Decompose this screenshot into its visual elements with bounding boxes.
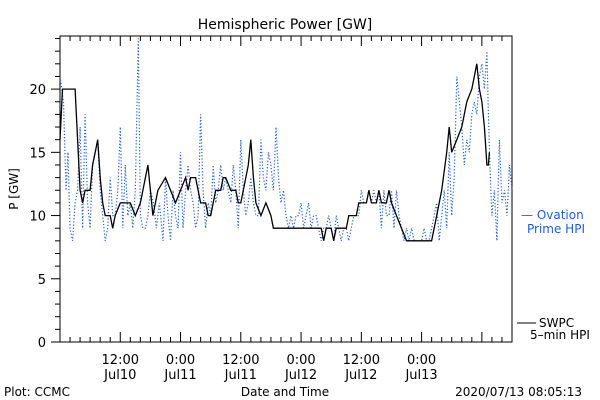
- x-tick-date: Jul10: [103, 368, 136, 383]
- ovation-legend-line1: — Ovation: [521, 208, 584, 222]
- x-tick-time: 0:00: [286, 353, 315, 368]
- swpc-legend-line1: SWPC: [539, 316, 574, 330]
- series-layer: [59, 38, 513, 242]
- y-tick-label: 15: [29, 146, 46, 161]
- plot-frame: [59, 35, 513, 343]
- x-tick-date: Jul12: [284, 368, 317, 383]
- x-tick-date: Jul11: [163, 368, 196, 383]
- ovation-legend-line2: Prime HPI: [527, 222, 585, 236]
- plot-credit: Plot: CCMC: [4, 385, 70, 399]
- y-tick-label: 0: [38, 336, 46, 351]
- swpc-legend-line2: 5–min HPI: [530, 328, 590, 342]
- swpc-series-line: [59, 63, 491, 242]
- plot-timestamp: 2020/07/13 08:05:13: [455, 385, 582, 399]
- x-tick-time: 12:00: [102, 353, 139, 368]
- x-tick-date: Jul11: [224, 368, 257, 383]
- y-tick-label: 10: [29, 210, 46, 225]
- x-tick-date: Jul12: [344, 368, 377, 383]
- x-tick-time: 0:00: [407, 353, 436, 368]
- ovation-prime-series-line: [59, 38, 513, 242]
- x-tick-time: 0:00: [166, 353, 195, 368]
- x-axis-label: Date and Time: [241, 385, 329, 399]
- y-tick-label: 20: [29, 83, 46, 98]
- y-axis-label: P [GW]: [7, 168, 21, 210]
- x-tick-time: 12:00: [343, 353, 380, 368]
- chart-title: Hemispheric Power [GW]: [198, 17, 373, 33]
- axes-layer: 0510152012:00Jul100:00Jul1112:00Jul110:0…: [29, 36, 513, 383]
- y-tick-label: 5: [38, 273, 46, 288]
- x-tick-time: 12:00: [222, 353, 259, 368]
- x-tick-date: Jul13: [404, 368, 437, 383]
